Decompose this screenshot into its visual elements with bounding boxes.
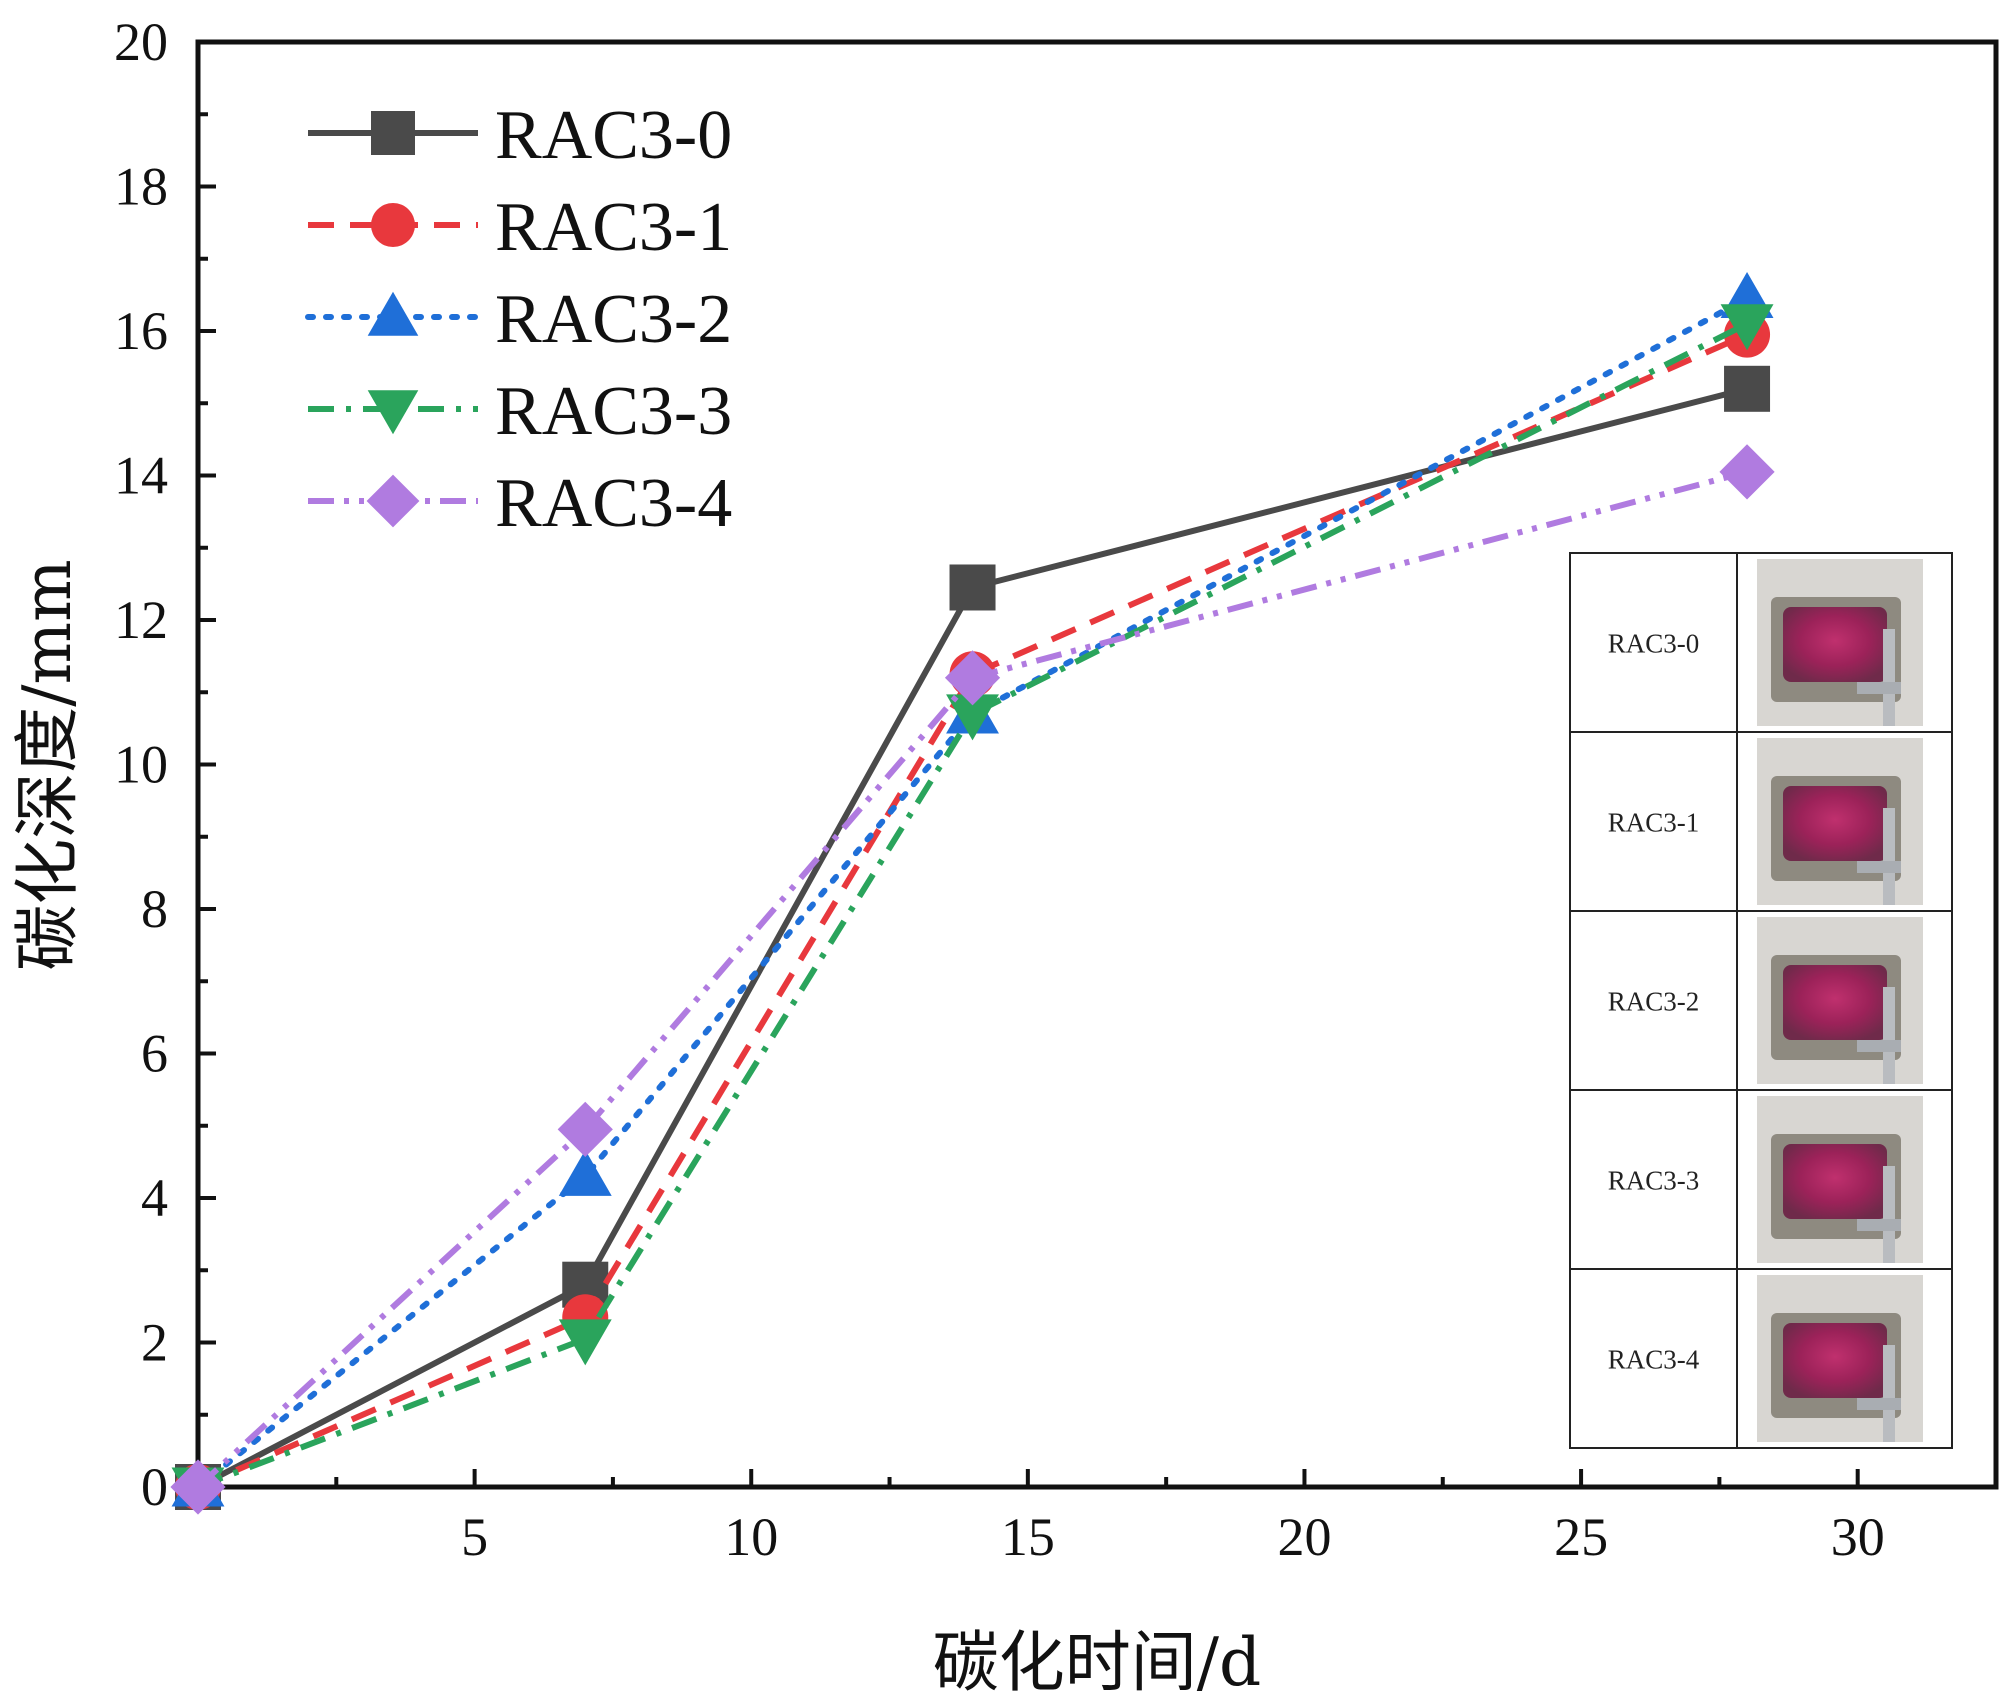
x-tick-label: 30 (1831, 1507, 1885, 1567)
series-line-rac3-4 (195, 468, 1748, 1490)
specimen-carbonated-core (1783, 607, 1887, 682)
y-tick-label: 4 (141, 1168, 168, 1228)
data-point-rac3-4 (170, 1459, 226, 1515)
series-line-rac3-1 (196, 331, 1749, 1490)
legend-label-rac3-4: RAC3-4 (495, 465, 732, 542)
specimen-carbonated-core (1783, 1323, 1887, 1398)
y-tick-label: 14 (114, 446, 168, 506)
legend-marker-rac3-2 (367, 291, 419, 336)
specimen-carbonated-core (1783, 1144, 1887, 1219)
legend-label-rac3-0: RAC3-0 (495, 97, 732, 174)
inset-row-label: RAC3-1 (1608, 808, 1700, 838)
caliper-jaw (1857, 1219, 1901, 1231)
data-point-rac3-3 (1720, 304, 1774, 351)
x-tick-label: 5 (461, 1507, 488, 1567)
series-line-rac3-3 (196, 321, 1749, 1490)
series-line-rac3-2 (195, 295, 1751, 1490)
legend-label-rac3-2: RAC3-2 (495, 281, 732, 358)
caliper-jaw (1857, 1040, 1901, 1052)
y-tick-label: 18 (114, 157, 168, 217)
caliper-bar (1883, 1166, 1895, 1263)
inset-row-label: RAC3-3 (1608, 1166, 1700, 1196)
y-tick-label: 8 (141, 879, 168, 939)
y-tick-label: 0 (141, 1457, 168, 1517)
x-axis-title: 碳化时间/d (933, 1624, 1262, 1701)
caliper-bar (1883, 987, 1895, 1084)
legend-marker-rac3-4 (366, 474, 420, 528)
specimen-carbonated-core (1783, 786, 1887, 861)
caliper-jaw (1857, 1398, 1901, 1410)
x-tick-label: 10 (724, 1507, 778, 1567)
caliper-jaw (1857, 682, 1901, 694)
legend-label-rac3-3: RAC3-3 (495, 373, 732, 450)
caliper-bar (1883, 1345, 1895, 1442)
data-point-rac3-4 (944, 650, 1001, 706)
data-point-rac3-0 (1724, 365, 1771, 412)
caliper-jaw (1857, 861, 1901, 873)
legend-marker-rac3-1 (371, 203, 415, 247)
y-axis-title: 碳化深度/mm (9, 559, 86, 970)
y-tick-label: 2 (141, 1313, 168, 1373)
data-point-rac3-2 (558, 1149, 612, 1196)
inset-row-label: RAC3-2 (1608, 987, 1700, 1017)
inset-row-label: RAC3-4 (1608, 1345, 1700, 1375)
caliper-bar (1883, 629, 1895, 726)
data-point-rac3-0 (949, 564, 996, 611)
y-tick-label: 20 (114, 12, 168, 72)
legend-label-rac3-1: RAC3-1 (495, 189, 732, 266)
x-tick-label: 20 (1277, 1507, 1331, 1567)
data-point-rac3-4 (1719, 444, 1775, 500)
legend-marker-rac3-3 (367, 390, 419, 435)
y-tick-label: 6 (141, 1024, 168, 1084)
series-line-rac3-0 (196, 385, 1748, 1490)
legend-marker-rac3-0 (371, 111, 415, 155)
y-tick-label: 12 (114, 590, 168, 650)
specimen-carbonated-core (1783, 965, 1887, 1040)
inset-row-label: RAC3-0 (1608, 629, 1700, 659)
y-tick-label: 16 (114, 301, 168, 361)
caliper-bar (1883, 808, 1895, 905)
x-tick-label: 25 (1554, 1507, 1608, 1567)
y-tick-label: 10 (114, 735, 168, 795)
x-tick-label: 15 (1001, 1507, 1055, 1567)
data-point-rac3-3 (558, 1319, 612, 1366)
data-point-rac3-3 (946, 694, 999, 741)
data-point-rac3-4 (557, 1101, 613, 1157)
